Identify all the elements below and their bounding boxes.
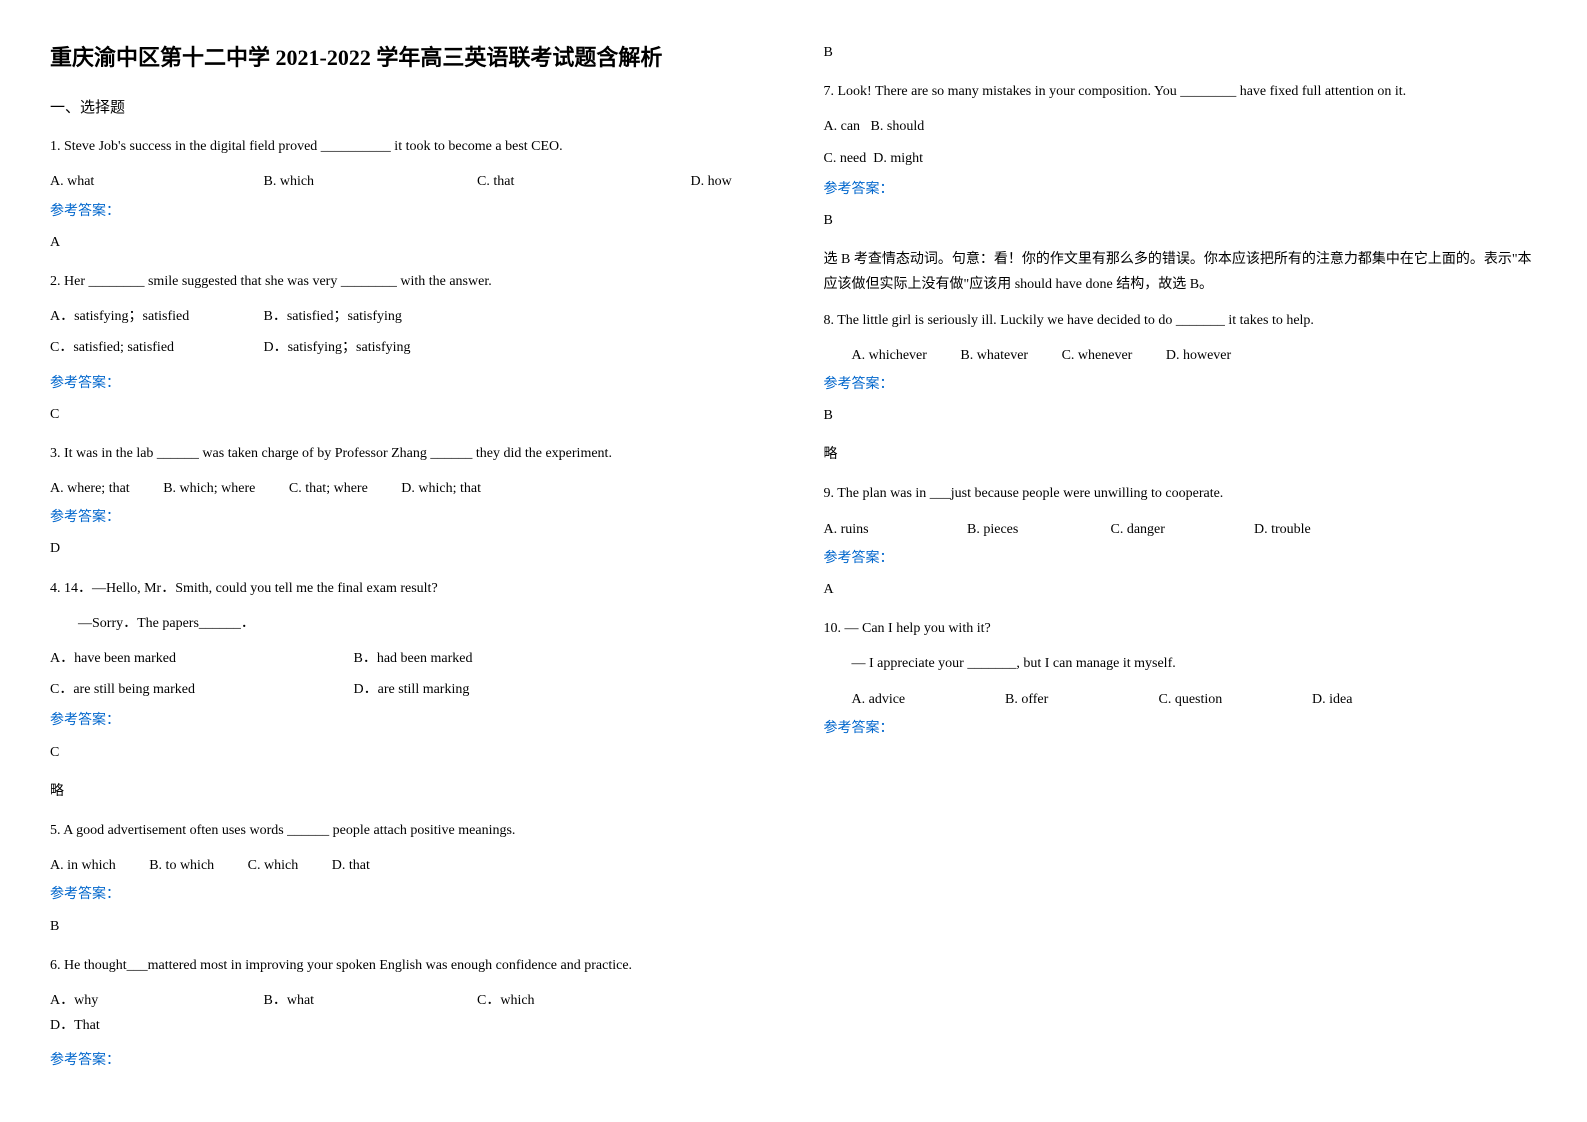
answer-label: 参考答案：: [824, 716, 1538, 741]
answer-label: 参考答案：: [50, 708, 764, 733]
q5-opt-c: C. which: [248, 853, 299, 878]
q4-opts-row2: C．are still being marked D．are still mar…: [50, 677, 764, 702]
q1-answer: A: [50, 230, 764, 255]
q9-text: 9. The plan was in ___just because peopl…: [824, 481, 1538, 506]
q1-options: A. what B. which C. that D. how: [50, 169, 764, 194]
q2-text: 2. Her ________ smile suggested that she…: [50, 269, 764, 294]
q7-opts-row2: C. need D. might: [824, 146, 1538, 171]
q10-text1: 10. — Can I help you with it?: [824, 616, 1538, 641]
q3-opt-d: D. which; that: [401, 476, 481, 501]
q10-opt-b: B. offer: [1005, 687, 1125, 712]
q9-opt-b: B. pieces: [967, 517, 1077, 542]
q10-options: A. advice B. offer C. question D. idea: [852, 687, 1538, 712]
answer-label: 参考答案：: [50, 882, 764, 907]
q8-opt-b: B. whatever: [960, 343, 1028, 368]
answer-label: 参考答案：: [50, 199, 764, 224]
q4-opt-a: A．have been marked: [50, 646, 350, 671]
q2-opt-b: B．satisfied；satisfying: [264, 304, 402, 329]
q9-opt-c: C. danger: [1111, 517, 1221, 542]
q8-text: 8. The little girl is seriously ill. Luc…: [824, 308, 1538, 333]
q5-answer: B: [50, 914, 764, 939]
document-title: 重庆渝中区第十二中学 2021-2022 学年高三英语联考试题含解析: [50, 40, 764, 75]
section-heading: 一、选择题: [50, 95, 764, 122]
question-1: 1. Steve Job's success in the digital fi…: [50, 134, 764, 255]
answer-label: 参考答案：: [824, 177, 1538, 202]
q8-opt-c: C. whenever: [1062, 343, 1133, 368]
q8-options: A. whichever B. whatever C. whenever D. …: [852, 343, 1538, 368]
q6-options: A．why B．what C．which D．That: [50, 988, 764, 1038]
q10-opt-d: D. idea: [1312, 687, 1352, 712]
q1-opt-b: B. which: [264, 169, 444, 194]
q5-options: A. in which B. to which C. which D. that: [50, 853, 764, 878]
q5-text: 5. A good advertisement often uses words…: [50, 818, 764, 843]
q2-opt-a: A．satisfying；satisfied: [50, 304, 260, 329]
q5-opt-d: D. that: [332, 853, 370, 878]
q3-opt-a: A. where; that: [50, 476, 130, 501]
q1-opt-d: D. how: [691, 169, 732, 194]
q2-opt-c: C．satisfied; satisfied: [50, 335, 260, 360]
q10-opt-a: A. advice: [852, 687, 972, 712]
q9-opt-a: A. ruins: [824, 517, 934, 542]
q9-opt-d: D. trouble: [1254, 517, 1311, 542]
q8-answer: B: [824, 403, 1538, 428]
q6-opt-d: D．That: [50, 1013, 100, 1038]
q6-text: 6. He thought___mattered most in improvi…: [50, 953, 764, 978]
q8-opt-a: A. whichever: [852, 343, 927, 368]
q4-opt-c: C．are still being marked: [50, 677, 350, 702]
q6-opt-a: A．why: [50, 988, 210, 1013]
q8-opt-d: D. however: [1166, 343, 1231, 368]
q7-text: 7. Look! There are so many mistakes in y…: [824, 79, 1538, 104]
answer-label: 参考答案：: [50, 371, 764, 396]
q8-note: 略: [824, 442, 1538, 467]
page-container: 重庆渝中区第十二中学 2021-2022 学年高三英语联考试题含解析 一、选择题…: [50, 40, 1537, 1082]
q5-opt-b: B. to which: [149, 853, 214, 878]
q3-text: 3. It was in the lab ______ was taken ch…: [50, 441, 764, 466]
q7-opt-b: B. should: [871, 114, 925, 139]
q3-options: A. where; that B. which; where C. that; …: [50, 476, 764, 501]
q7-opts-row1: A. can B. should: [824, 114, 1538, 139]
q4-note: 略: [50, 779, 764, 804]
q3-opt-b: B. which; where: [163, 476, 255, 501]
q7-answer: B: [824, 208, 1538, 233]
q1-opt-c: C. that: [477, 169, 657, 194]
q7-opt-d: D. might: [873, 146, 923, 171]
q6-opt-b: B．what: [264, 988, 424, 1013]
q4-opt-d: D．are still marking: [354, 677, 470, 702]
q4-text2: —Sorry．The papers______．: [78, 611, 764, 636]
q2-opt-d: D．satisfying；satisfying: [264, 335, 411, 360]
q4-text1: 4. 14．—Hello, Mr．Smith, could you tell m…: [50, 576, 764, 601]
q1-text: 1. Steve Job's success in the digital fi…: [50, 134, 764, 159]
answer-label: 参考答案：: [824, 546, 1538, 571]
q10-text2: — I appreciate your _______, but I can m…: [852, 651, 1538, 676]
answer-label: 参考答案：: [824, 372, 1538, 397]
q2-answer: C: [50, 402, 764, 427]
q2-opts-row2: C．satisfied; satisfied D．satisfying；sati…: [50, 335, 764, 360]
q3-opt-c: C. that; where: [289, 476, 368, 501]
q6-answer: B: [824, 40, 1538, 65]
q10-opt-c: C. question: [1159, 687, 1279, 712]
q1-opt-a: A. what: [50, 169, 230, 194]
q4-opt-b: B．had been marked: [354, 646, 473, 671]
q7-opt-c: C. need: [824, 146, 867, 171]
q7-note: 选 B 考查情态动词。句意：看！你的作文里有那么多的错误。你本应该把所有的注意力…: [824, 247, 1538, 297]
q7-opt-a: A. can: [824, 114, 861, 139]
q2-opts-row1: A．satisfying；satisfied B．satisfied；satis…: [50, 304, 764, 329]
q6-opt-c: C．which: [477, 988, 637, 1013]
q5-opt-a: A. in which: [50, 853, 116, 878]
q4-answer: C: [50, 740, 764, 765]
q3-answer: D: [50, 536, 764, 561]
q9-answer: A: [824, 577, 1538, 602]
answer-label: 参考答案：: [50, 1048, 764, 1073]
q4-opts-row1: A．have been marked B．had been marked: [50, 646, 764, 671]
q9-options: A. ruins B. pieces C. danger D. trouble: [824, 517, 1538, 542]
answer-label: 参考答案：: [50, 505, 764, 530]
